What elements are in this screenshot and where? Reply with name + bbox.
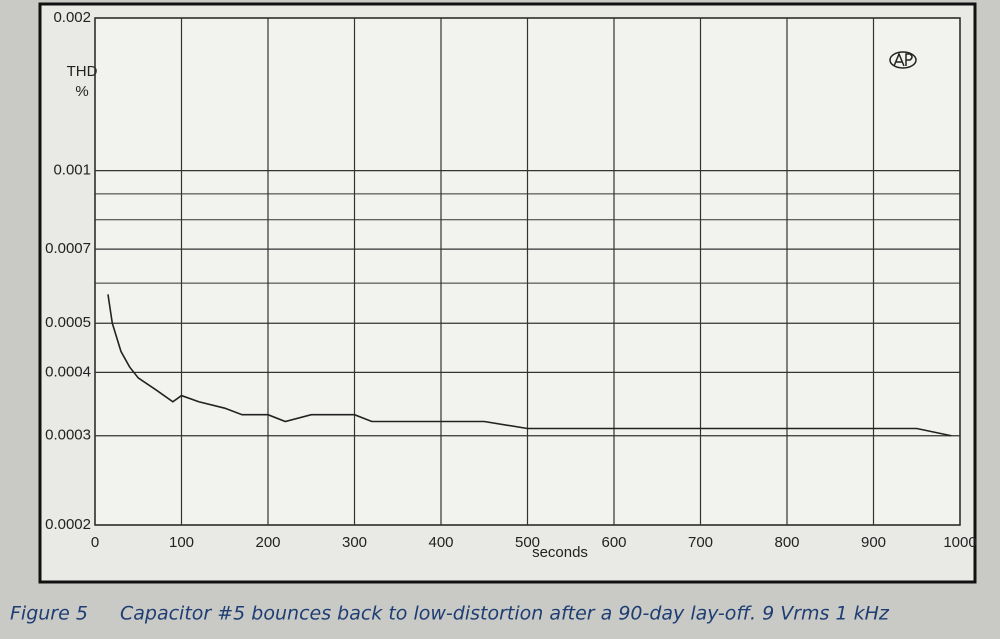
caption: Capacitor #5 bounces back to low-distort… [120,603,890,625]
y-tick-label: 0.0004 [45,363,91,380]
y-axis-label: THD [67,63,98,80]
y-axis-label: % [75,83,88,100]
x-tick-label: 700 [688,534,713,551]
x-tick-label: 1000 [943,534,976,551]
data-line [107,294,952,437]
x-tick-label: 200 [255,534,280,551]
x-tick-label: 100 [169,534,194,551]
x-tick-label: 300 [342,534,367,551]
y-tick-label: 0.0003 [45,427,91,444]
x-tick-label: 900 [861,534,886,551]
x-tick-label: 600 [601,534,626,551]
y-tick-label: 0.0002 [45,516,91,533]
y-tick-label: 0.002 [53,9,91,26]
x-axis-label: seconds [532,544,588,561]
x-tick-label: 400 [428,534,453,551]
x-tick-label: 800 [774,534,799,551]
y-tick-label: 0.0005 [45,314,91,331]
x-tick-label: 500 [515,534,540,551]
ap-logo [889,51,917,69]
y-tick-label: 0.0007 [45,240,91,257]
x-tick-label: 0 [91,534,99,551]
y-tick-label: 0.001 [53,162,91,179]
figure-label: Figure 5 [10,603,88,625]
